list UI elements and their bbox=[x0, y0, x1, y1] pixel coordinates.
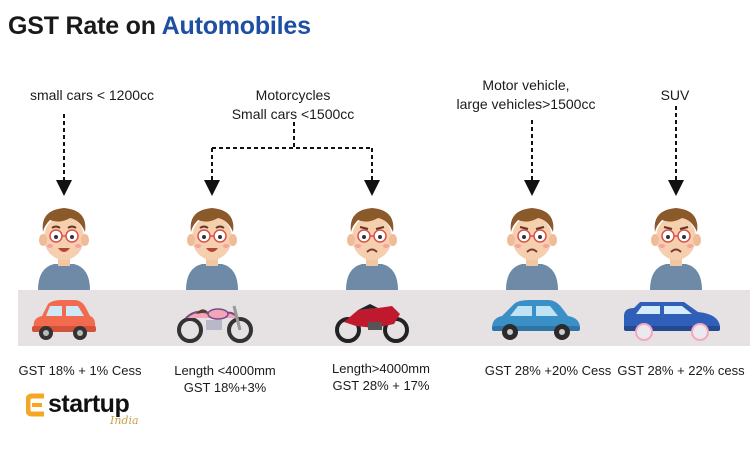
rate-small-cars: GST 18% + 1% Cess bbox=[18, 363, 142, 378]
person-2-happy-icon bbox=[178, 198, 246, 290]
category-label-large-vehicles: Motor vehicle, large vehicles>1500cc bbox=[456, 77, 596, 112]
sedan-car-icon bbox=[492, 300, 580, 340]
suv-car-icon bbox=[624, 302, 720, 341]
category-label-motorcycles: Motorcycles Small cars <1500cc bbox=[231, 87, 355, 122]
logo-mark-icon bbox=[26, 393, 44, 417]
page-title: GST Rate on Automobiles bbox=[8, 12, 311, 40]
cruiser-motorcycle-icon bbox=[177, 305, 253, 343]
rate-large-vehicles: GST 28% +20% Cess bbox=[484, 363, 612, 378]
person-3-sad-icon bbox=[338, 198, 406, 290]
category-label-small-cars: small cars < 1200cc bbox=[29, 87, 155, 103]
person-5-sad-icon bbox=[642, 198, 710, 290]
startup-india-logo: startup India bbox=[26, 390, 166, 434]
rate-suv: GST 28% + 22% cess bbox=[617, 363, 745, 378]
category-label-suv: SUV bbox=[660, 87, 690, 103]
rate-motorcycles-short: Length <4000mm GST 18%+3% bbox=[174, 363, 276, 395]
rate-motorcycles-long: Length>4000mm GST 28% + 17% bbox=[332, 361, 430, 393]
person-4-sad-icon bbox=[498, 198, 566, 290]
person-1-happy-icon bbox=[30, 198, 98, 290]
small-car-icon bbox=[32, 300, 96, 340]
sport-motorcycle-icon bbox=[335, 304, 409, 343]
